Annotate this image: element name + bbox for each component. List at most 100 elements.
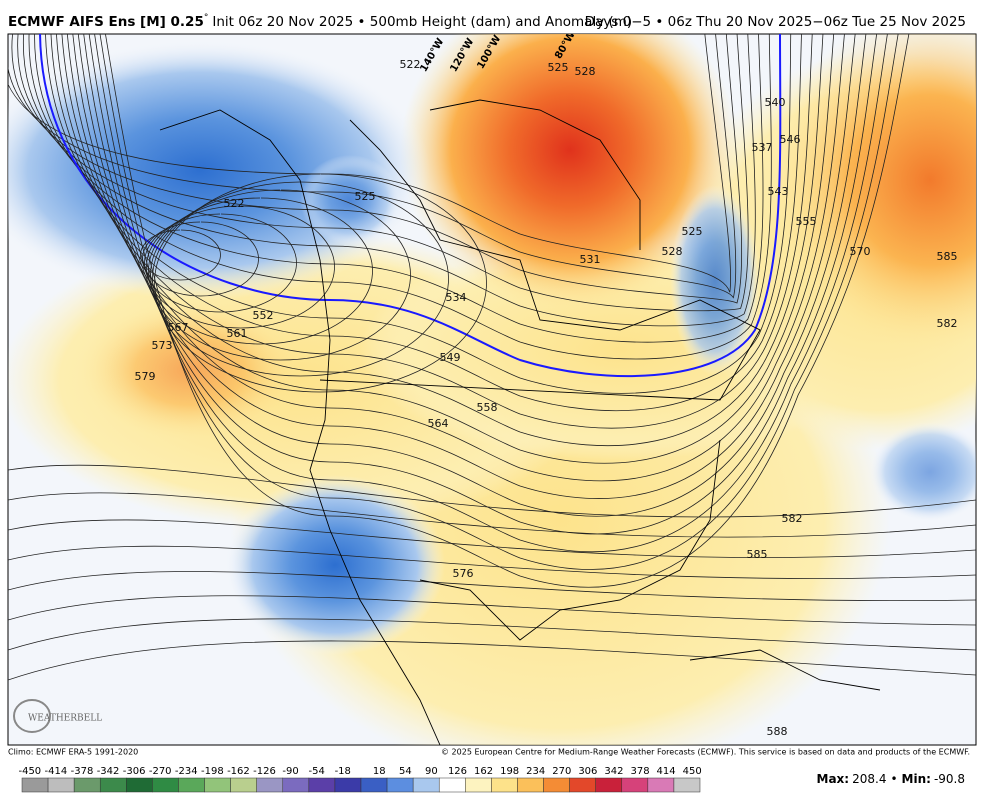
header-period: Days 0−5 • 06z Thu 20 Nov 2025−06z Tue 2…	[585, 14, 966, 30]
contour	[148, 197, 373, 345]
contour	[105, 34, 910, 588]
contour	[88, 34, 878, 535]
colorbar-swatch	[73, 777, 101, 793]
contour-label: 561	[227, 327, 248, 340]
contour-label: 585	[747, 548, 768, 561]
contour-label: 528	[662, 245, 683, 258]
colorbar-swatch	[334, 777, 362, 793]
contour-label: 582	[782, 512, 803, 525]
map-layer: 522 525 528 522 525 534 531 525 528 537 546 540 543 5…	[8, 34, 976, 745]
contour-label: 555	[796, 215, 817, 228]
text-part: •	[890, 772, 897, 786]
contour	[8, 640, 976, 681]
colorbar-swatch	[152, 777, 179, 793]
colorbar-swatch	[308, 777, 336, 793]
colorbar-swatch	[204, 777, 231, 793]
contour	[8, 34, 737, 299]
contour	[77, 34, 856, 499]
colorbar-label: -234	[175, 766, 198, 777]
colorbar-label: -450	[18, 766, 41, 777]
contour-label: 582	[937, 317, 958, 330]
colorbar-swatch	[673, 777, 701, 793]
contour	[146, 205, 335, 329]
colorbar-swatch	[569, 777, 596, 793]
contour	[17, 34, 749, 312]
text-part: 208.4	[852, 772, 886, 786]
colorbar-label: 306	[578, 766, 597, 777]
contour	[8, 519, 976, 558]
text-part: ECMWF AIFS Ens [M] 0.25	[8, 14, 204, 30]
colorbar-label: -378	[71, 766, 94, 777]
contour	[28, 34, 764, 343]
contour-label: 558	[477, 401, 498, 414]
colorbar-label: 18	[373, 766, 386, 777]
coastlines	[159, 99, 881, 745]
colorbar-swatch	[491, 777, 518, 793]
colorbar-label: 414	[657, 766, 676, 777]
contour	[94, 34, 888, 553]
colorbar-swatch	[360, 777, 388, 793]
contour-label: 570	[850, 245, 871, 258]
colorbar-label: -198	[201, 766, 224, 777]
colorbar-label: 342	[604, 766, 623, 777]
contour	[140, 229, 221, 281]
colorbar-label: -306	[123, 766, 146, 777]
colorbar-label: -126	[253, 766, 276, 777]
colorbar-label: 90	[425, 766, 438, 777]
contour	[154, 173, 487, 393]
colorbar-swatch	[386, 777, 414, 793]
text-part: Init 06z 20 Nov 2025 • 500mb Height (dam…	[212, 14, 632, 30]
text-part: -90.8	[934, 772, 965, 786]
contour-label: 522	[224, 197, 245, 210]
contour-label: 573	[152, 339, 173, 352]
colorbar-label: -414	[45, 766, 68, 777]
contour	[23, 34, 756, 327]
contour-label: 579	[135, 370, 156, 383]
colorbar-swatch	[621, 777, 649, 793]
header-text: ECMWF AIFS Ens [M] 0.25° Init 06z 20 Nov …	[8, 13, 632, 31]
contour	[56, 34, 813, 429]
colorbar-label: 198	[500, 766, 519, 777]
contour-label: 525	[548, 61, 569, 74]
colorbar-label: 270	[552, 766, 571, 777]
colorbar-swatch	[438, 777, 466, 793]
colorbar-label: -90	[282, 766, 298, 777]
contour	[8, 464, 976, 518]
colorbar-swatch	[126, 777, 153, 793]
colorbar-swatch	[595, 777, 623, 793]
stats: Max: 208.4 • Min: -90.8	[817, 772, 965, 786]
contour-label: 549	[440, 351, 461, 364]
contour	[8, 618, 976, 651]
colorbar-label: 54	[399, 766, 412, 777]
colorbar-label: -270	[149, 766, 172, 777]
colorbar-label: 234	[526, 766, 545, 777]
contour	[152, 181, 449, 377]
contour	[61, 34, 824, 447]
colorbar-swatch	[99, 777, 127, 793]
contour-label: 588	[767, 725, 788, 738]
colorbar-swatch	[21, 777, 49, 793]
contour	[8, 595, 976, 626]
contour-label: 576	[453, 567, 474, 580]
colorbar-label: 162	[474, 766, 493, 777]
contour-label: 525	[355, 190, 376, 203]
colorbar-label: -162	[227, 766, 250, 777]
colorbar-swatch	[282, 777, 310, 793]
colorbar-label: 126	[448, 766, 467, 777]
contour-label: 552	[253, 309, 274, 322]
contour-label: 525	[682, 225, 703, 238]
logo: WEATHERBELL	[28, 714, 102, 724]
colorbar-swatch	[517, 777, 544, 793]
colorbar-swatch	[543, 777, 570, 793]
colorbar-swatch	[230, 777, 257, 793]
contour-540	[39, 34, 782, 378]
colorbar-label: -18	[335, 766, 351, 777]
contour-label: 546	[780, 133, 801, 146]
contour	[50, 34, 802, 412]
contour	[34, 34, 772, 360]
contour	[72, 34, 845, 482]
contour	[8, 34, 732, 293]
contour	[45, 34, 792, 394]
colorbar-swatch	[256, 777, 284, 793]
text-part: Min:	[902, 772, 931, 786]
